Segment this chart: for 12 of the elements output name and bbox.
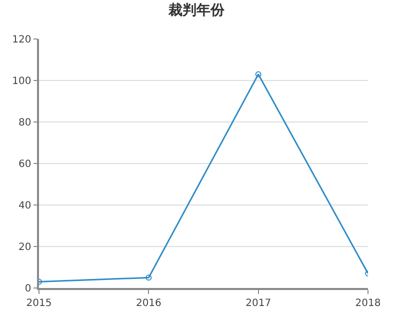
x-tick-label: 2015: [26, 298, 52, 309]
y-tick-label: 120: [12, 34, 32, 46]
chart-title: 裁判年份: [168, 2, 226, 19]
y-tick-label: 20: [18, 242, 32, 253]
y-tick-label: 60: [18, 159, 32, 170]
x-tick-label: 2017: [246, 298, 272, 309]
y-tick-label: 0: [24, 284, 32, 294]
y-tick-label: 100: [12, 76, 32, 87]
x-tick-label: 2018: [355, 298, 381, 309]
x-tick-label: 2016: [136, 298, 162, 309]
y-tick-label: 40: [18, 200, 32, 212]
y-tick-label: 80: [18, 118, 32, 128]
